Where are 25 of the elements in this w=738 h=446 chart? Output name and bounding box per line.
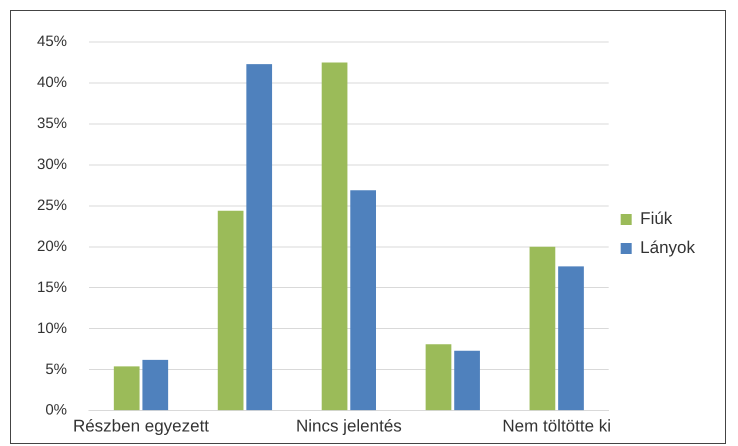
x-tick-label: Nincs jelentés: [296, 416, 402, 436]
bar: [114, 366, 140, 410]
y-tick-label: 25%: [36, 196, 68, 214]
bar: [322, 62, 348, 410]
bar: [426, 344, 452, 410]
bar: [530, 246, 556, 410]
y-tick-label: 5%: [45, 360, 68, 378]
bar: [246, 64, 272, 410]
y-tick-label: 20%: [36, 238, 68, 255]
x-tick-label: Részben egyezett: [72, 416, 210, 436]
bar: [350, 190, 376, 410]
legend-label: Fiúk: [640, 209, 673, 228]
y-tick-label: 45%: [36, 33, 68, 50]
y-tick-label: 0%: [45, 402, 68, 419]
bar: [454, 350, 480, 410]
bar: [558, 266, 584, 410]
bar: [142, 360, 168, 410]
y-tick-label: 10%: [36, 320, 68, 337]
x-tick-label: Nem töltötte ki: [502, 416, 612, 436]
legend-label: Lányok: [640, 238, 696, 258]
y-tick-label: 35%: [36, 115, 68, 132]
y-tick-label: 30%: [36, 156, 68, 174]
y-tick-label: 15%: [36, 278, 68, 296]
y-tick-label: 40%: [36, 74, 68, 92]
bar: [218, 210, 244, 410]
